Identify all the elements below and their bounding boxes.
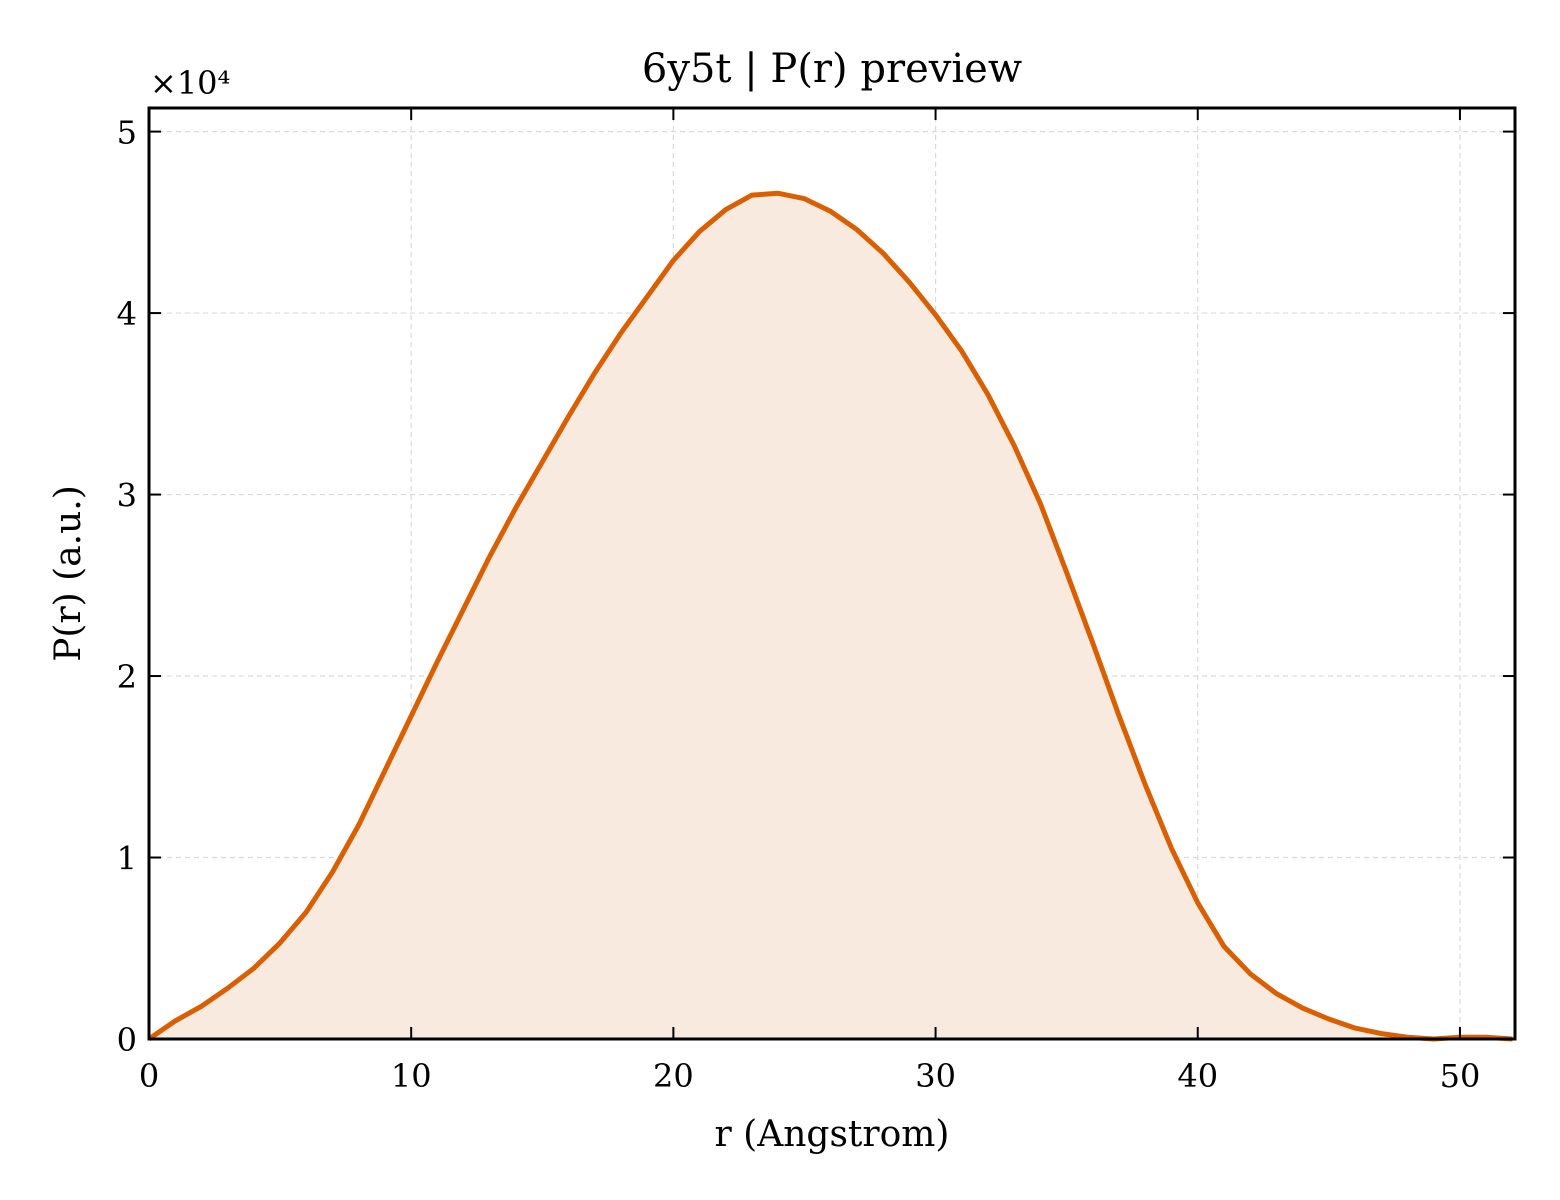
y-tick-label: 3 [117,477,137,515]
axis-ticks: 0 10 20 30 40 50 0 1 2 3 4 5 [117,108,1515,1095]
chart-title: 6y5t | P(r) preview [642,46,1022,92]
x-tick-label: 40 [1177,1057,1218,1095]
pr-series-line [147,190,1513,1042]
x-tick-label: 20 [653,1057,694,1095]
x-tick-label: 50 [1440,1057,1481,1095]
y-tick-label: 4 [117,295,137,333]
y-axis-offset-label: ×10⁴ [150,64,230,102]
y-axis-label: P(r) (a.u.) [48,485,89,662]
x-tick-label: 0 [139,1057,159,1095]
x-tick-label: 10 [391,1057,432,1095]
y-tick-label: 2 [117,658,137,696]
pr-area-fill [149,193,1513,1040]
y-tick-label: 5 [117,114,137,152]
y-tick-label: 1 [117,840,137,878]
x-axis-label: r (Angstrom) [715,1114,950,1155]
plot-frame [147,106,1517,1041]
y-tick-label: 0 [117,1021,137,1059]
plot-area [147,190,1513,1042]
x-tick-label: 30 [915,1057,956,1095]
